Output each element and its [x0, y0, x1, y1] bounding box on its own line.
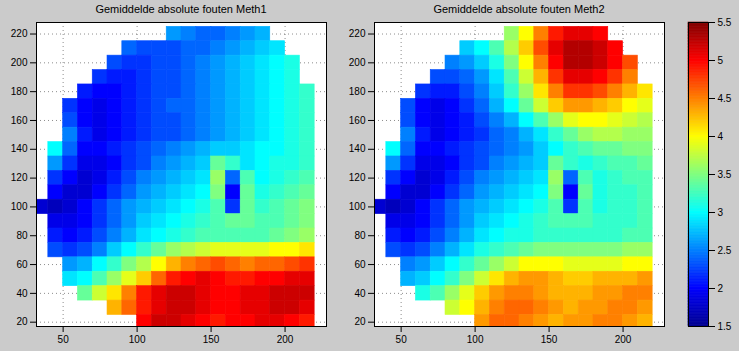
svg-text:40: 40: [16, 288, 28, 299]
html-text:Gemiddelde absolute fouten Met: Gemiddelde absolute fouten Meth1: [95, 3, 267, 15]
svg-text:140: 140: [349, 143, 366, 154]
svg-text:80: 80: [16, 230, 28, 241]
svg-text:3.5: 3.5: [718, 169, 732, 180]
svg-text:160: 160: [11, 115, 28, 126]
svg-text:120: 120: [11, 172, 28, 183]
svg-text:60: 60: [16, 259, 28, 270]
svg-text:50: 50: [396, 334, 408, 345]
svg-text:220: 220: [349, 28, 366, 39]
svg-text:5.5: 5.5: [718, 17, 732, 28]
svg-text:4: 4: [718, 131, 724, 142]
svg-text:5: 5: [718, 55, 724, 66]
svg-text:3: 3: [718, 207, 724, 218]
svg-text:60: 60: [354, 259, 366, 270]
svg-text:2.5: 2.5: [718, 245, 732, 256]
html-text:Gemiddelde absolute fouten Met: Gemiddelde absolute fouten Meth2: [433, 3, 605, 15]
svg-text:2: 2: [718, 283, 724, 294]
svg-text:160: 160: [349, 115, 366, 126]
svg-text:180: 180: [349, 86, 366, 97]
svg-text:100: 100: [349, 201, 366, 212]
svg-text:200: 200: [349, 57, 366, 68]
svg-text:80: 80: [354, 230, 366, 241]
svg-text:40: 40: [354, 288, 366, 299]
svg-text:20: 20: [16, 316, 28, 327]
svg-text:100: 100: [129, 334, 146, 345]
svg-text:200: 200: [11, 57, 28, 68]
svg-text:1.5: 1.5: [718, 321, 732, 332]
svg-text:140: 140: [11, 143, 28, 154]
svg-text:50: 50: [58, 334, 70, 345]
svg-text:4.5: 4.5: [718, 93, 732, 104]
svg-text:150: 150: [541, 334, 558, 345]
svg-text:200: 200: [277, 334, 294, 345]
svg-text:200: 200: [615, 334, 632, 345]
svg-text:100: 100: [11, 201, 28, 212]
svg-text:220: 220: [11, 28, 28, 39]
svg-text:120: 120: [349, 172, 366, 183]
svg-text:100: 100: [467, 334, 484, 345]
svg-text:180: 180: [11, 86, 28, 97]
svg-text:20: 20: [354, 316, 366, 327]
svg-text:150: 150: [203, 334, 220, 345]
